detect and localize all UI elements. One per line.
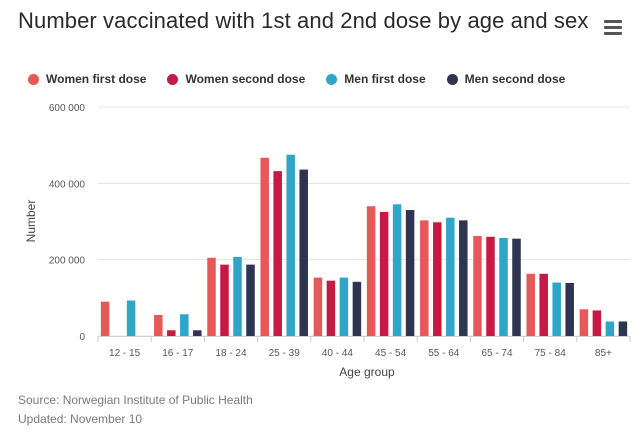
bar-3-6 bbox=[459, 220, 468, 336]
x-tick-label-7: 65 - 74 bbox=[481, 348, 513, 359]
bar-2-2 bbox=[233, 256, 242, 336]
legend-label-0: Women first dose bbox=[46, 72, 147, 86]
bar-0-0 bbox=[100, 301, 110, 336]
y-tick-label-3: 600 000 bbox=[49, 103, 86, 114]
bar-0-5 bbox=[366, 206, 376, 336]
hamburger-menu-icon[interactable] bbox=[604, 20, 622, 36]
legend-label-1: Women second dose bbox=[185, 72, 306, 86]
x-tick-label-4: 40 - 44 bbox=[322, 348, 354, 359]
legend-item-3[interactable]: Men second dose bbox=[446, 72, 566, 86]
bar-3-1 bbox=[193, 330, 202, 336]
bar-3-4 bbox=[352, 281, 362, 336]
x-axis-title: Age group bbox=[339, 365, 395, 379]
x-tick-label-2: 18 - 24 bbox=[215, 348, 247, 359]
x-tick-label-1: 16 - 17 bbox=[162, 348, 194, 359]
bar-2-5 bbox=[392, 204, 402, 336]
bar-2-0 bbox=[126, 300, 136, 336]
bar-1-8 bbox=[539, 273, 548, 336]
bar-0-4 bbox=[313, 277, 323, 336]
legend-marker-1 bbox=[167, 73, 179, 85]
x-tick-label-5: 45 - 54 bbox=[375, 348, 407, 359]
bar-0-1 bbox=[154, 315, 163, 336]
y-tick-label-2: 400 000 bbox=[49, 179, 86, 190]
bar-3-5 bbox=[405, 210, 415, 336]
bar-1-4 bbox=[326, 280, 336, 336]
legend-marker-0 bbox=[28, 73, 39, 85]
x-tick-label-8: 75 - 84 bbox=[535, 348, 567, 359]
bar-1-2 bbox=[220, 264, 229, 336]
bar-1-9 bbox=[592, 310, 602, 336]
x-tick-label-3: 25 - 39 bbox=[269, 348, 301, 359]
legend-item-1[interactable]: Women second dose bbox=[167, 72, 305, 86]
bar-2-6 bbox=[446, 217, 455, 336]
bar-0-8 bbox=[526, 273, 535, 336]
bar-3-2 bbox=[246, 264, 255, 336]
legend-label-3: Men second dose bbox=[464, 72, 566, 86]
bar-3-7 bbox=[512, 238, 521, 336]
updated-note: Updated: November 10 bbox=[18, 412, 143, 426]
y-axis-title: Number bbox=[24, 200, 38, 243]
legend-item-2[interactable]: Men first dose bbox=[326, 72, 426, 86]
legend-item-0[interactable]: Women first dose bbox=[28, 72, 146, 86]
x-tick-label-9: 85+ bbox=[595, 348, 612, 359]
legend-label-2: Men first dose bbox=[344, 72, 426, 86]
bar-3-9 bbox=[618, 321, 628, 336]
legend: Women first dose Women second dose Men fir… bbox=[28, 72, 586, 86]
bar-1-6 bbox=[433, 222, 442, 336]
source-note: Source: Norwegian Institute of Public He… bbox=[18, 393, 253, 407]
chart-title: Number vaccinated with 1st and 2nd dose … bbox=[18, 8, 589, 33]
y-tick-label-0: 0 bbox=[79, 332, 85, 343]
bar-2-3 bbox=[286, 154, 295, 336]
bar-2-8 bbox=[552, 282, 561, 336]
bar-1-5 bbox=[379, 211, 389, 336]
bar-0-9 bbox=[579, 309, 589, 336]
bar-0-7 bbox=[473, 236, 482, 336]
x-tick-label-6: 55 - 64 bbox=[428, 348, 460, 359]
bar-0-6 bbox=[420, 220, 429, 336]
bar-1-7 bbox=[486, 236, 495, 336]
legend-marker-3 bbox=[446, 73, 458, 85]
bar-2-1 bbox=[180, 314, 189, 336]
x-tick-label-0: 12 - 15 bbox=[109, 348, 141, 359]
bar-0-2 bbox=[207, 257, 216, 336]
bar-3-8 bbox=[565, 282, 574, 336]
bar-3-3 bbox=[299, 169, 308, 336]
bar-2-7 bbox=[499, 237, 508, 336]
bar-2-4 bbox=[339, 277, 349, 336]
bar-1-1 bbox=[167, 330, 176, 336]
bar-2-9 bbox=[605, 321, 615, 336]
legend-marker-2 bbox=[326, 73, 338, 85]
bar-0-3 bbox=[260, 157, 269, 336]
y-tick-label-1: 200 000 bbox=[49, 256, 86, 267]
bar-1-3 bbox=[273, 171, 282, 336]
